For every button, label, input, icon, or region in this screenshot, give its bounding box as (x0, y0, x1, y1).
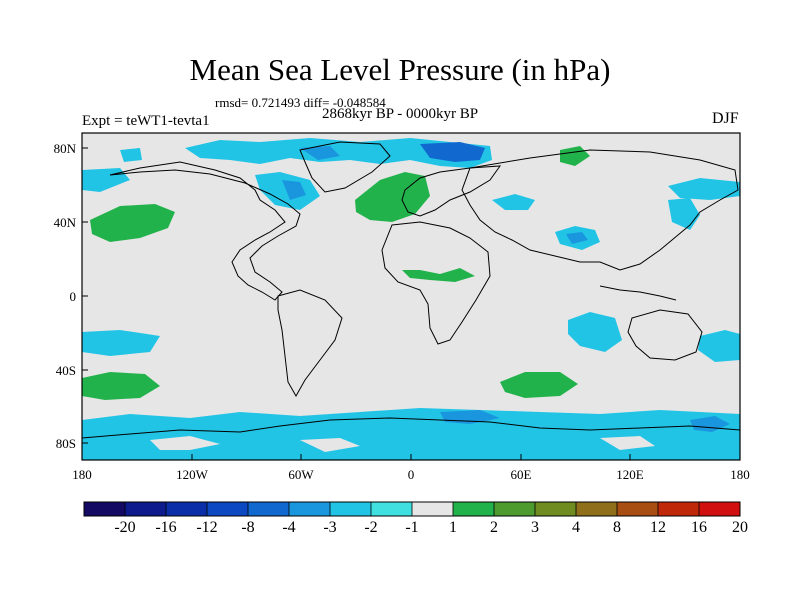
lat-label-0: 0 (69, 289, 77, 304)
colorbar (83, 501, 741, 517)
coastline-asia (461, 149, 739, 271)
colorbar-label: 2 (490, 519, 498, 536)
colorbar-label: -8 (241, 519, 255, 536)
coastline-europe (401, 165, 502, 217)
anomaly-southern-ocean (82, 408, 740, 460)
colorbar-segment (371, 502, 413, 516)
colorbar-segment (125, 502, 167, 516)
anomaly-arctic-north-atlantic (185, 138, 492, 168)
anomaly-south-atlantic (500, 372, 578, 398)
colorbar-label: 8 (613, 519, 621, 536)
colorbar-segment (289, 502, 331, 516)
lon-label-60w: 60W (288, 467, 314, 482)
anomaly-southeast-pacific (82, 330, 160, 356)
lon-label-120w: 120W (176, 467, 208, 482)
colorbar-segment (658, 502, 700, 516)
colorbar-label: -16 (155, 519, 177, 536)
colorbar-label: -20 (114, 519, 136, 536)
colorbar-segment (166, 502, 208, 516)
colorbar-segment (84, 502, 126, 516)
coastline-antarctica (81, 417, 741, 439)
season-label: DJF (712, 110, 739, 127)
colorbar-segment (699, 502, 741, 516)
colorbar-segment (535, 502, 577, 516)
anomaly-gap-2 (300, 438, 360, 452)
period-label: 2868kyr BP - 0000kyr BP (322, 106, 479, 122)
colorbar-segment (207, 502, 249, 516)
lon-label-60e: 60E (510, 467, 532, 482)
anomaly-fields (82, 138, 740, 460)
colorbar-segment (576, 502, 618, 516)
coastline-north-america (109, 161, 301, 301)
colorbar-label: 20 (732, 519, 748, 536)
lat-label-40s: 40S (55, 363, 76, 378)
experiment-label: Expt = teWT1-tevta1 (82, 113, 210, 129)
colorbar-segment (412, 502, 454, 516)
lat-label-40n: 40N (53, 215, 76, 230)
anomaly-arctic-patch (300, 146, 340, 160)
coastline-africa (381, 221, 491, 345)
colorbar-label: 3 (531, 519, 539, 536)
anomaly-australia-south (698, 330, 740, 362)
colorbar-segment (494, 502, 536, 516)
anomaly-gap-3 (600, 436, 655, 450)
lat-label-80n: 80N (53, 141, 76, 156)
colorbar-label: -4 (282, 519, 296, 536)
coastlines (81, 141, 741, 439)
colorbar-label: -12 (196, 519, 218, 536)
anomaly-arctic-core (420, 142, 485, 162)
colorbar-label: 1 (449, 519, 457, 536)
colorbar-label: 16 (691, 519, 707, 536)
anomaly-gap-1 (150, 436, 220, 450)
colorbar-label: 4 (572, 519, 580, 536)
lon-label-120e: 120E (616, 467, 644, 482)
colorbar-segment (330, 502, 372, 516)
coastline-indonesia (599, 285, 677, 301)
anomaly-south-pacific (82, 372, 160, 400)
stats-text: rmsd= 0.721493 diff= -0.048584 (215, 95, 386, 110)
map-title: Mean Sea Level Pressure (in hPa) (189, 52, 611, 87)
anomaly-north-atlantic-east (492, 194, 535, 210)
colorbar-label: -3 (323, 519, 337, 536)
lon-label-0: 0 (407, 467, 415, 482)
colorbar-label: -1 (405, 519, 419, 536)
lat-label-80s: 80S (55, 436, 76, 451)
lon-label-180e: 180 (730, 467, 750, 482)
anomaly-central-asia-core (566, 232, 588, 244)
lon-label-180w: 180 (72, 467, 92, 482)
anomaly-indian-ocean (568, 312, 622, 352)
colorbar-segment (453, 502, 495, 516)
colorbar-segment (617, 502, 659, 516)
coastline-australia (627, 309, 703, 361)
anomaly-arctic-small (120, 148, 142, 162)
colorbar-label: 12 (650, 519, 666, 536)
colorbar-segment (248, 502, 290, 516)
colorbar-label: -2 (364, 519, 378, 536)
coastline-south-america (277, 289, 343, 398)
axis-ticks (81, 147, 741, 460)
anomaly-east-asia (668, 178, 740, 200)
anomaly-north-pacific (90, 204, 175, 242)
coastline-greenland (299, 141, 391, 193)
anomaly-sahel (402, 268, 475, 282)
anomaly-greenland-core (282, 180, 306, 200)
